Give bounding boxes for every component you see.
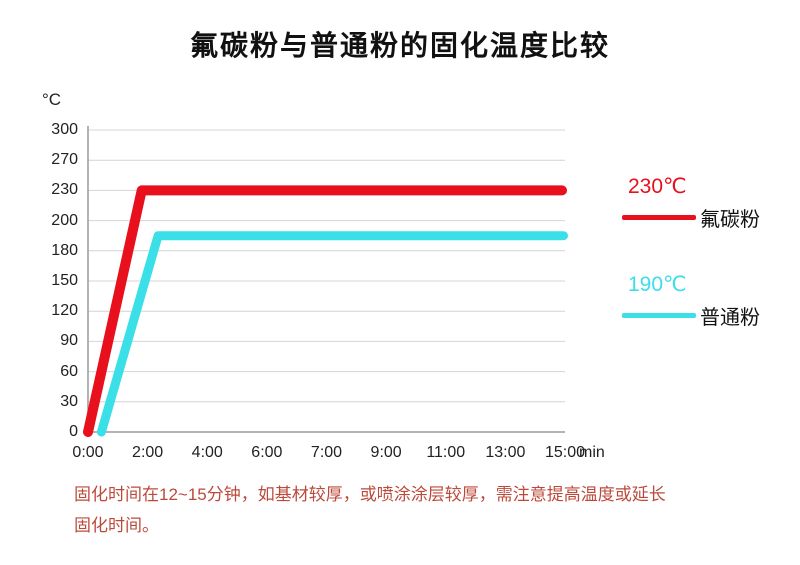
- legend-entry-fluorocarbon: 230℃ 氟碳粉: [622, 174, 760, 232]
- y-axis-unit-label: °C: [42, 90, 62, 109]
- y-tick-label: 230: [51, 181, 78, 199]
- y-tick-label: 180: [51, 241, 78, 259]
- footnote-text: 固化时间在12~15分钟，如基材较厚，或喷涂涂层较厚，需注意提高温度或延长固化时…: [74, 485, 666, 535]
- y-tick-label: 270: [51, 151, 78, 169]
- x-tick-label: 6:00: [251, 444, 283, 461]
- y-tick-label: 60: [60, 362, 78, 380]
- legend-series-name: 普通粉: [700, 307, 760, 329]
- y-tick-label: 200: [51, 211, 78, 229]
- y-tick-label: 30: [60, 392, 78, 410]
- legend-line-swatch: [622, 313, 696, 318]
- x-tick-label: 2:00: [132, 444, 164, 461]
- chart-title: 氟碳粉与普通粉的固化温度比较: [189, 30, 610, 61]
- legend-series-name: 氟碳粉: [700, 209, 760, 231]
- y-tick-label: 90: [60, 332, 78, 350]
- y-tick-label: 0: [69, 423, 78, 440]
- x-axis-unit-label: min: [579, 444, 605, 461]
- series-line-1: [96, 231, 568, 437]
- x-tick-label: 4:00: [191, 444, 223, 461]
- y-tick-label: 150: [51, 272, 78, 289]
- x-tick-label: 9:00: [370, 444, 402, 461]
- series-line-0: [83, 185, 567, 437]
- x-tick-label: 15:00: [544, 444, 586, 461]
- x-tick-label: 7:00: [310, 444, 343, 461]
- x-tick-label: 13:00: [485, 444, 526, 461]
- legend-entry-ordinary: 190℃ 普通粉: [622, 272, 760, 330]
- y-tick-label: 120: [51, 302, 78, 320]
- legend-temp-label: 230℃: [628, 175, 687, 198]
- legend-line-swatch: [622, 215, 696, 220]
- y-tick-label: 300: [51, 121, 78, 138]
- legend-temp-label: 190℃: [628, 273, 687, 296]
- x-tick-label: 11:00: [426, 444, 466, 461]
- x-tick-label: 0:00: [72, 444, 104, 461]
